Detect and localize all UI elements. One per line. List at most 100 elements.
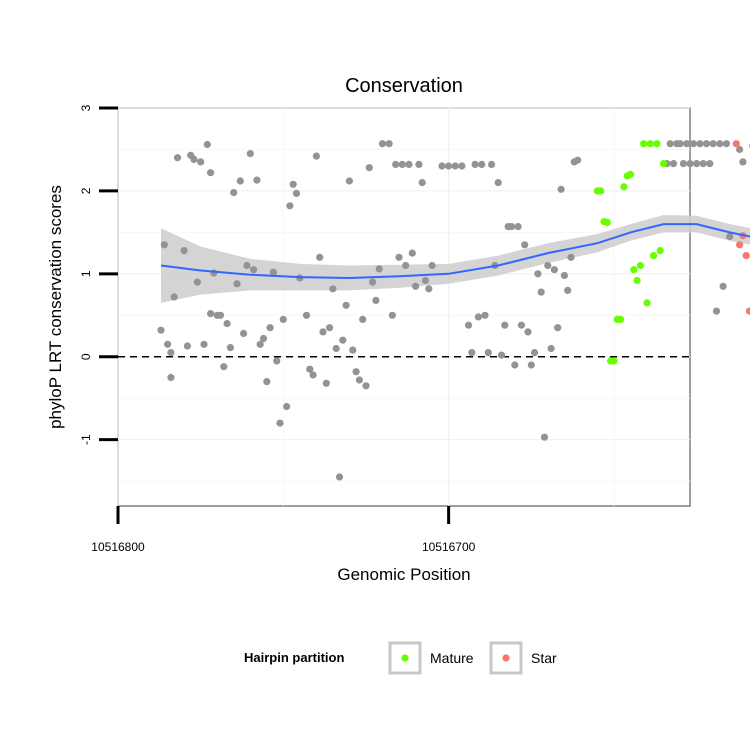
x-axis-title: Genomic Position	[337, 565, 470, 584]
point-other-77	[415, 160, 423, 168]
point-other-58	[349, 346, 357, 354]
point-other-121	[666, 140, 674, 148]
point-other-20	[220, 363, 228, 371]
point-other-97	[501, 321, 509, 329]
point-mature-15	[643, 299, 651, 307]
point-other-22	[226, 344, 234, 352]
point-other-14	[203, 140, 211, 149]
x-axis: 105168001051670010516600	[91, 506, 476, 554]
point-other-136	[716, 140, 724, 148]
point-other-37	[276, 419, 284, 427]
point-other-135	[712, 307, 721, 315]
point-other-19	[216, 311, 225, 319]
point-other-81	[428, 261, 436, 270]
point-other-95	[494, 179, 502, 187]
point-other-85	[458, 162, 466, 170]
point-other-57	[345, 177, 353, 185]
point-other-40	[286, 202, 294, 210]
point-other-107	[534, 270, 542, 278]
point-mature-17	[650, 252, 658, 260]
point-other-28	[246, 150, 254, 158]
point-other-3	[167, 349, 175, 357]
point-other-68	[385, 140, 393, 148]
point-other-76	[412, 282, 420, 290]
point-other-55	[339, 336, 347, 344]
point-other-138	[722, 140, 731, 148]
legend-dot-mature	[401, 654, 409, 662]
point-mature-8	[620, 183, 628, 191]
point-other-73	[402, 261, 410, 270]
point-other-133	[706, 160, 714, 168]
point-other-41	[289, 180, 297, 188]
legend: Hairpin partition Mature Star	[244, 641, 557, 675]
point-other-36	[273, 357, 281, 365]
chart-title: Conservation	[345, 75, 463, 97]
point-other-126	[683, 140, 691, 148]
point-other-113	[554, 324, 562, 332]
point-mature-3	[603, 218, 611, 226]
point-mature-12	[633, 276, 641, 285]
data-points	[157, 140, 750, 481]
point-star-0	[732, 140, 740, 148]
legend-label-mature: Mature	[430, 650, 474, 666]
point-other-12	[197, 158, 205, 166]
point-other-140	[736, 145, 744, 154]
point-other-5	[170, 293, 178, 301]
point-other-124	[676, 140, 684, 148]
y-axis: -1 0 1 2 3	[79, 104, 118, 445]
point-other-80	[425, 285, 433, 293]
legend-title: Hairpin partition	[244, 650, 344, 665]
point-star-4	[745, 307, 750, 315]
point-other-52	[329, 285, 337, 293]
point-other-122	[669, 160, 678, 168]
point-other-24	[233, 280, 241, 288]
point-other-137	[719, 282, 727, 290]
point-other-53	[332, 344, 340, 353]
point-other-70	[392, 160, 400, 168]
y-tick-label-3: 2	[79, 187, 93, 194]
point-other-42	[292, 189, 301, 197]
point-other-60	[355, 376, 363, 384]
point-other-105	[527, 361, 535, 369]
point-other-104	[524, 328, 532, 336]
point-other-114	[557, 185, 565, 193]
point-other-54	[335, 473, 344, 481]
point-other-129	[693, 160, 701, 168]
point-other-51	[326, 324, 334, 332]
point-mature-5	[610, 357, 618, 365]
confidence-band	[161, 215, 750, 303]
point-other-27	[243, 261, 251, 270]
point-other-23	[230, 189, 238, 197]
legend-label-star: Star	[531, 650, 557, 666]
point-other-125	[679, 160, 688, 168]
y-tick-label-1: 0	[79, 353, 93, 360]
point-other-108	[537, 288, 545, 296]
point-other-44	[302, 311, 311, 319]
y-axis-title: phyloP LRT conservation scores	[46, 185, 65, 429]
point-other-6	[173, 154, 182, 162]
point-other-119	[574, 156, 582, 164]
point-mature-1	[597, 187, 605, 195]
point-other-10	[190, 155, 198, 163]
point-other-33	[263, 378, 271, 386]
point-other-100	[511, 361, 519, 369]
point-other-66	[375, 265, 383, 273]
point-other-1	[160, 241, 168, 249]
point-other-92	[484, 349, 492, 357]
point-other-99	[507, 223, 516, 231]
point-other-78	[418, 179, 426, 187]
point-other-56	[342, 301, 350, 309]
smooth-curve	[160, 223, 750, 280]
point-other-69	[388, 311, 396, 319]
point-other-128	[689, 140, 697, 148]
x-tick-label-1: 10516700	[422, 540, 476, 554]
point-mature-14	[640, 140, 648, 148]
point-other-87	[468, 349, 476, 357]
point-other-117	[567, 253, 575, 261]
y-tick-label-0: -1	[79, 434, 93, 445]
point-mature-16	[646, 140, 654, 148]
point-other-84	[451, 162, 459, 170]
point-other-4	[167, 373, 175, 382]
point-other-79	[421, 276, 430, 285]
point-other-130	[696, 140, 704, 148]
